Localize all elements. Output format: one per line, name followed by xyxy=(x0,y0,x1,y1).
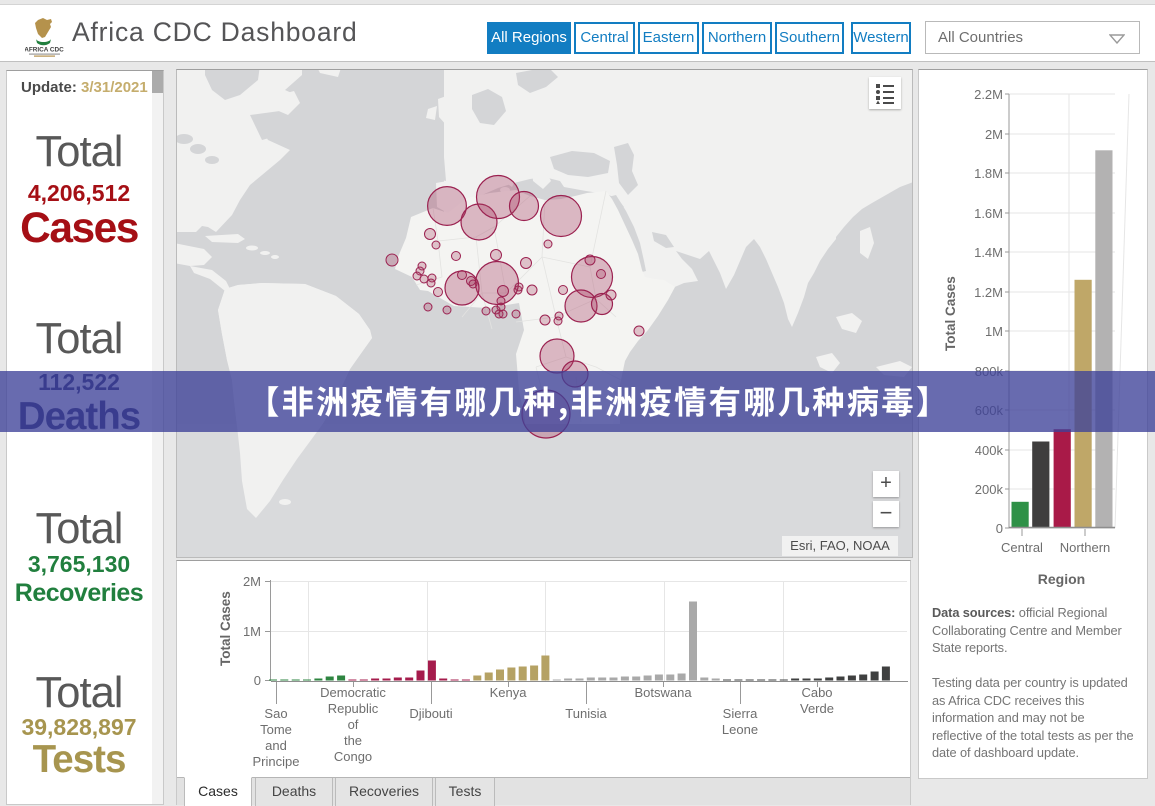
svg-text:AFRICA CDC: AFRICA CDC xyxy=(25,47,64,54)
